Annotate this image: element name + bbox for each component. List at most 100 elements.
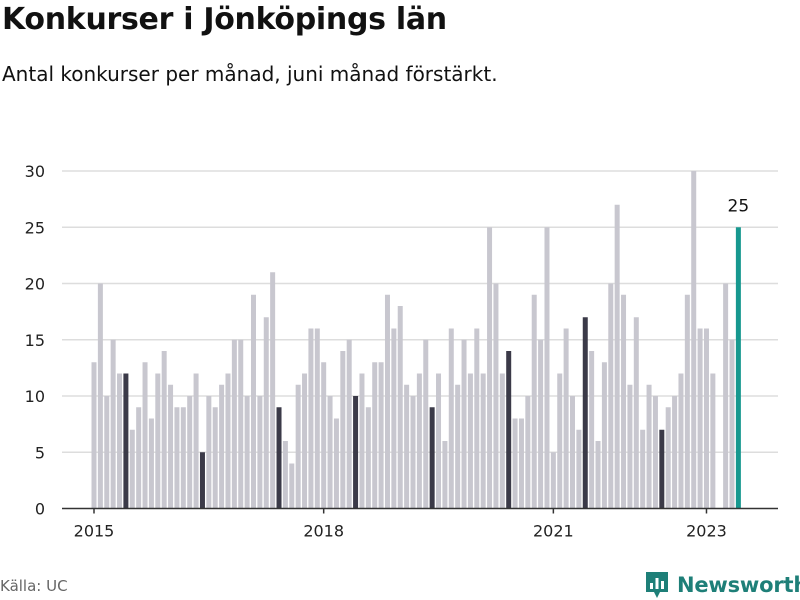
bar bbox=[327, 396, 333, 509]
bar bbox=[295, 384, 301, 509]
bar bbox=[97, 283, 103, 509]
bar bbox=[416, 373, 422, 509]
y-axis-ticks: 0 5 10 15 20 25 30 bbox=[25, 162, 45, 519]
bar bbox=[531, 294, 537, 509]
bar bbox=[684, 294, 690, 509]
bar bbox=[282, 441, 288, 509]
y-tick-label: 25 bbox=[25, 218, 45, 237]
bar bbox=[710, 373, 716, 509]
bar bbox=[640, 429, 646, 509]
bar bbox=[487, 227, 493, 509]
bar bbox=[525, 396, 531, 509]
bar bbox=[557, 373, 563, 509]
bar bbox=[321, 362, 327, 509]
bar bbox=[589, 351, 595, 509]
bar bbox=[544, 227, 550, 509]
bar bbox=[155, 373, 161, 509]
bar bbox=[187, 396, 193, 509]
bar bbox=[691, 171, 697, 509]
x-axis: 2015 2018 2021 2023 bbox=[62, 507, 778, 541]
bar bbox=[678, 373, 684, 509]
bar bbox=[225, 373, 231, 509]
bar bbox=[136, 407, 142, 509]
bar bbox=[499, 373, 505, 509]
bar bbox=[672, 396, 678, 509]
bar bbox=[595, 441, 601, 509]
bar bbox=[110, 339, 116, 509]
bar bbox=[576, 429, 582, 509]
bar bbox=[193, 373, 199, 509]
brand-logo[interactable]: Newsworthy bbox=[644, 570, 800, 600]
bar-june bbox=[659, 429, 665, 509]
bar-june bbox=[353, 396, 359, 509]
bar bbox=[244, 396, 250, 509]
bar bbox=[493, 283, 499, 509]
bar-june bbox=[506, 351, 512, 509]
bar bbox=[333, 418, 339, 509]
bar bbox=[563, 328, 569, 509]
x-tick-label: 2021 bbox=[533, 522, 574, 541]
bar bbox=[608, 283, 614, 509]
bar bbox=[340, 351, 346, 509]
bar-june bbox=[199, 452, 205, 509]
chart-title: Konkurser i Jönköpings län bbox=[2, 2, 447, 37]
bar bbox=[231, 339, 237, 509]
bar bbox=[633, 317, 639, 509]
y-tick-label: 10 bbox=[25, 387, 45, 406]
bar bbox=[174, 407, 180, 509]
bar bbox=[212, 407, 218, 509]
bar bbox=[397, 306, 403, 509]
annotations: 25 bbox=[728, 196, 750, 216]
bar bbox=[263, 317, 269, 509]
bar bbox=[646, 384, 652, 509]
source-note: Källa: UC bbox=[0, 577, 68, 595]
bar bbox=[467, 373, 473, 509]
bar bbox=[697, 328, 703, 509]
bar bbox=[391, 328, 397, 509]
bar bbox=[550, 452, 556, 509]
y-tick-label: 5 bbox=[35, 443, 45, 462]
y-tick-label: 0 bbox=[35, 500, 45, 519]
bar bbox=[614, 204, 620, 509]
bar-june bbox=[123, 373, 129, 509]
bar bbox=[168, 384, 174, 509]
bar bbox=[436, 373, 442, 509]
bar bbox=[372, 362, 378, 509]
bar bbox=[627, 384, 633, 509]
bar bbox=[219, 384, 225, 509]
bar bbox=[289, 463, 295, 509]
bar bbox=[180, 407, 186, 509]
bar bbox=[621, 294, 627, 509]
bar bbox=[518, 418, 524, 509]
bar bbox=[365, 407, 371, 509]
bar bbox=[384, 294, 390, 509]
y-tick-label: 30 bbox=[25, 162, 45, 181]
bar bbox=[423, 339, 429, 509]
bar bbox=[206, 396, 212, 509]
bar bbox=[665, 407, 671, 509]
bar bbox=[302, 373, 308, 509]
bar-june bbox=[276, 407, 282, 509]
bar bbox=[448, 328, 454, 509]
bar bbox=[129, 429, 135, 509]
bar bbox=[410, 396, 416, 509]
bar bbox=[117, 373, 123, 509]
bar bbox=[723, 283, 729, 509]
bar bbox=[512, 418, 518, 509]
bar-latest bbox=[735, 227, 741, 509]
bar bbox=[570, 396, 575, 509]
x-tick-label: 2018 bbox=[303, 522, 344, 541]
bar bbox=[404, 384, 410, 509]
bar bbox=[251, 294, 256, 509]
bar bbox=[378, 362, 384, 509]
bar-june bbox=[582, 317, 588, 509]
x-tick-label: 2015 bbox=[74, 522, 115, 541]
bar bbox=[238, 339, 244, 509]
bar bbox=[308, 328, 314, 509]
bar bbox=[161, 351, 167, 509]
bar bbox=[703, 328, 709, 509]
bar bbox=[270, 272, 276, 509]
bar bbox=[148, 418, 154, 509]
chart-subtitle: Antal konkurser per månad, juni månad fö… bbox=[2, 62, 498, 86]
brand-name: Newsworthy bbox=[677, 573, 800, 597]
